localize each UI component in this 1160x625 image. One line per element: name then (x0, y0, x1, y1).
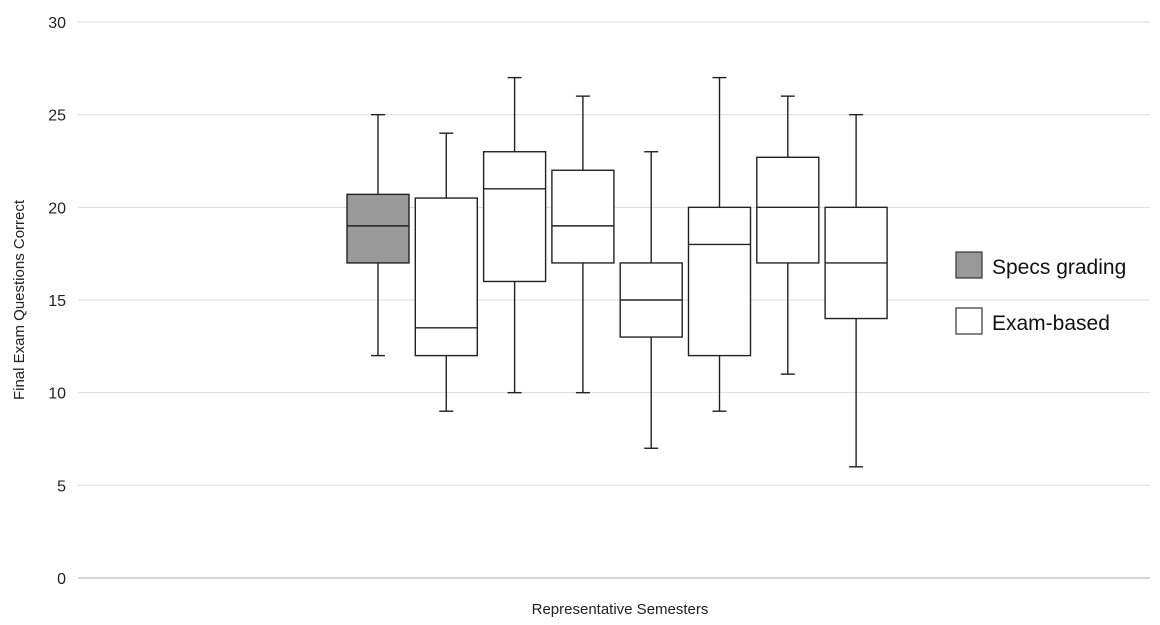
box-3 (482, 76, 547, 394)
y-tick-label-25: 25 (48, 108, 66, 125)
y-tick-label-15: 15 (48, 293, 66, 310)
box-6 (687, 76, 752, 412)
iqr-box (551, 169, 615, 264)
box-5 (619, 151, 683, 449)
x-axis-title: Representative Semesters (532, 601, 709, 618)
iqr-box (687, 206, 752, 357)
box-1 (346, 113, 410, 357)
iqr-box (756, 156, 820, 264)
y-tick-label-30: 30 (48, 15, 66, 32)
box-2 (414, 132, 478, 412)
iqr-box (414, 197, 478, 357)
box-8 (824, 113, 888, 468)
legend-item-specs-grading: Specs grading (955, 251, 1126, 279)
y-axis-title: Final Exam Questions Correct (11, 199, 28, 400)
gridlines (78, 21, 1150, 579)
box-4 (551, 95, 615, 394)
iqr-box (482, 151, 547, 283)
y-tick-label-5: 5 (57, 478, 66, 495)
legend-item-exam-based: Exam-based (955, 307, 1110, 335)
legend-swatch (955, 251, 983, 279)
iqr-box (346, 193, 410, 264)
y-tick-label-0: 0 (57, 571, 66, 588)
legend-swatch (955, 307, 983, 335)
box-7 (756, 95, 820, 375)
y-tick-label-10: 10 (48, 386, 66, 403)
box-series (346, 76, 888, 468)
y-tick-label-20: 20 (48, 200, 66, 217)
legend-label: Specs grading (992, 256, 1126, 279)
y-axis-ticks: 0 5 10 15 20 25 30 (48, 15, 66, 588)
legend-label: Exam-based (992, 312, 1110, 335)
legend: Specs grading Exam-based (955, 251, 1126, 335)
